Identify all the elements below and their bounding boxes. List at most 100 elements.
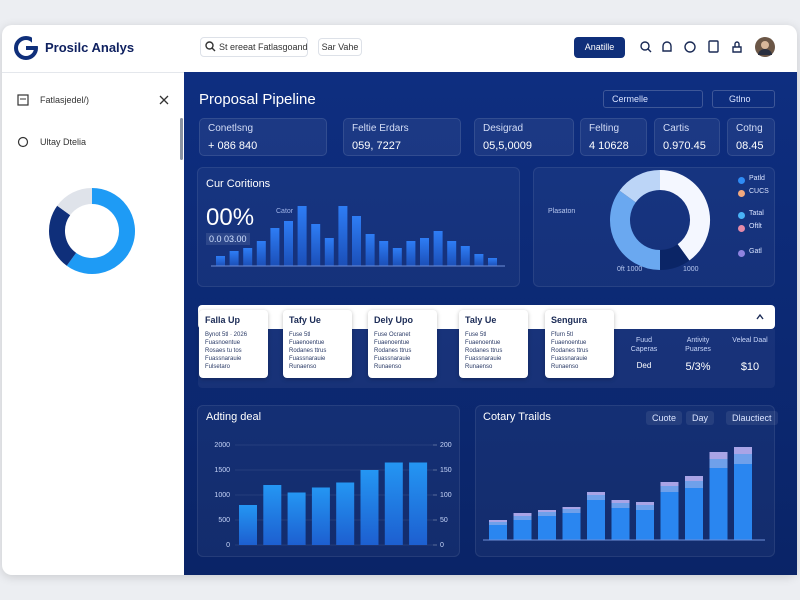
tab[interactable]: Cuote <box>646 411 683 425</box>
bar-segment <box>489 520 507 522</box>
bar-segment <box>538 510 556 512</box>
donut-slice <box>610 190 661 270</box>
sidebar-icon <box>17 136 29 148</box>
stat-card: Conetlsng + 086 840 <box>199 118 327 156</box>
table-header: Antivity Puarses <box>685 337 711 353</box>
card-line: Ffurn 5tl <box>551 332 574 338</box>
bar-segment <box>685 481 703 488</box>
card-line: Fuassnarauie <box>289 356 326 362</box>
card-title: Tafy Ue <box>289 315 321 325</box>
pipeline-card: Sengura Ffurn 5tl Fuaenoentue Rodanes ttrus… <box>545 310 614 378</box>
big-number: 00% <box>206 204 255 231</box>
select[interactable]: Cermelle <box>603 90 703 108</box>
legend-label: Tatal <box>749 210 764 217</box>
card-line: Fuse 5tl <box>289 332 311 338</box>
card-line: Fuaenoentue <box>551 340 587 346</box>
bar-segment <box>513 516 532 520</box>
brand: Prosilc Analys <box>45 40 135 55</box>
donut-slice <box>659 243 690 270</box>
scrollbar <box>180 118 183 160</box>
search-icon <box>205 41 216 52</box>
pipeline-card: Tafy Ue Fuse 5tl Fuaenoentue Rodanes ttrus F… <box>283 310 352 378</box>
pipeline-card: Taly Ue Fuse 5tl Fuaenoentue Rodanes ttrus F… <box>459 310 528 378</box>
bar-segment <box>587 500 605 540</box>
card-line: Runaenso <box>374 364 402 370</box>
sidebar-item[interactable]: Ultay Dtelia <box>40 137 87 147</box>
bar <box>216 256 225 266</box>
bar-segment <box>611 503 630 508</box>
stat-card: Cotng 08.45 <box>727 118 775 156</box>
stat-label: Cartis <box>663 123 690 134</box>
bar-segment <box>587 492 605 495</box>
card-line: Bynot 5tl · 2026 <box>205 332 248 338</box>
card-line: Rodanes ttrus <box>551 348 589 354</box>
bar-segment <box>685 476 703 481</box>
table-header: Fuud Caperas <box>630 337 658 353</box>
annotation: Cator <box>276 208 294 215</box>
bar-segment <box>587 495 605 500</box>
bar-segment <box>562 509 581 513</box>
card-line: Runaenso <box>289 364 317 370</box>
bar-segment <box>513 513 532 516</box>
avatar[interactable] <box>755 37 775 57</box>
annotation: Plasaton <box>548 208 576 215</box>
close-icon[interactable] <box>158 94 170 106</box>
bar-segment <box>636 505 654 510</box>
filter-chip[interactable]: Sar Vahe <box>318 38 362 56</box>
card-line: Fuaenoentue <box>465 340 501 346</box>
legend-label: Oftlt <box>749 223 762 230</box>
primary-button[interactable]: Anatille <box>574 37 625 58</box>
bar <box>239 505 257 545</box>
tab[interactable]: Dlauctiect <box>726 411 778 425</box>
stat-value: 05,5,0009 <box>483 140 532 152</box>
bar <box>324 238 334 266</box>
expand-icon[interactable] <box>755 312 765 322</box>
sidebar-item[interactable]: Fatlasjedel/) <box>40 95 90 105</box>
annotation: 1000 <box>683 266 699 273</box>
pipeline-card: Falla Up Bynot 5tl · 2026 Fuasnoentue Rosae… <box>199 310 268 378</box>
bar-segment <box>538 516 556 540</box>
tab[interactable]: Day <box>686 411 715 425</box>
bar-chart: 0 500 1000 1500 2000 0 50 100 150 200 <box>214 442 452 549</box>
donut-slice <box>619 170 661 203</box>
card-line: Fuaenoentue <box>289 340 325 346</box>
bar-segment <box>660 482 679 486</box>
bar-segment <box>734 464 752 540</box>
y2-tick-label: 100 <box>440 492 452 499</box>
legend-swatch <box>738 212 745 219</box>
card-line: Fuassnarauie <box>551 356 588 362</box>
bar-segment <box>660 486 679 492</box>
page-title: Proposal Pipeline <box>199 91 316 108</box>
bar <box>287 492 306 545</box>
legend-swatch <box>738 250 745 257</box>
sidebar-icon <box>17 94 29 106</box>
bar <box>474 254 484 266</box>
bar <box>352 216 361 266</box>
select[interactable]: Gtlno <box>712 90 775 108</box>
y2-tick-label: 50 <box>440 517 448 524</box>
stacked-bar-chart <box>483 447 765 541</box>
card-line: Runaenso <box>551 364 579 370</box>
pipeline-card: Dely Upo Fuse Ocranet Fuaenoentue Rodanes t… <box>368 310 437 378</box>
card-line: Rosaes tu tos <box>205 348 242 354</box>
bar <box>311 487 330 545</box>
donut-slice <box>49 205 77 266</box>
bar <box>256 241 266 266</box>
bar-segment <box>709 459 728 468</box>
bar-segment <box>538 512 556 516</box>
panel-title: Adting deal <box>206 411 262 423</box>
bar <box>460 246 470 266</box>
stat-label: Felting <box>589 123 620 134</box>
legend-swatch <box>738 177 745 184</box>
y-tick-label: 1000 <box>214 492 230 499</box>
bar <box>379 241 389 266</box>
search-box[interactable]: St ereeat Fatlasgoand <box>200 37 308 57</box>
stat-label: Feltie Erdars <box>352 123 409 134</box>
bar-chart <box>211 206 505 267</box>
stat-label: Desigrad <box>483 123 524 134</box>
stat-card: Desigrad 05,5,0009 <box>474 118 574 156</box>
bar-segment <box>513 520 532 540</box>
y2-tick-label: 150 <box>440 467 452 474</box>
bar <box>229 251 239 266</box>
